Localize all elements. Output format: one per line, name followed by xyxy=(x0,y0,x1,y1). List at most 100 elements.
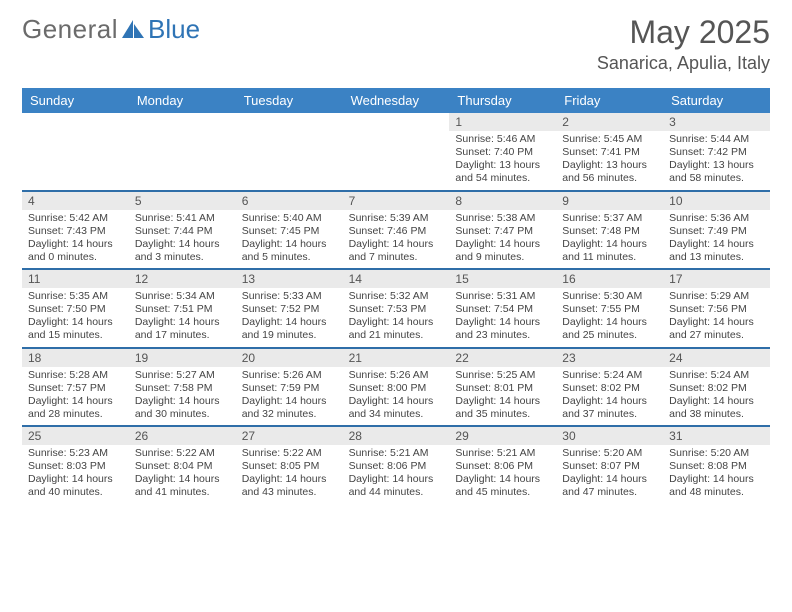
sunset-line: Sunset: 7:51 PM xyxy=(135,303,230,316)
sunset-line: Sunset: 7:54 PM xyxy=(455,303,550,316)
title-location: Sanarica, Apulia, Italy xyxy=(597,53,770,74)
day-body: Sunrise: 5:28 AMSunset: 7:57 PMDaylight:… xyxy=(22,367,129,426)
daylight-line: Daylight: 14 hours and 19 minutes. xyxy=(242,316,337,342)
sunrise-line: Sunrise: 5:31 AM xyxy=(455,290,550,303)
calendar-cell xyxy=(129,113,236,190)
dow-thu: Thursday xyxy=(449,88,556,113)
calendar-cell: 21Sunrise: 5:26 AMSunset: 8:00 PMDayligh… xyxy=(343,349,450,426)
daylight-line: Daylight: 14 hours and 5 minutes. xyxy=(242,238,337,264)
calendar-cell: 28Sunrise: 5:21 AMSunset: 8:06 PMDayligh… xyxy=(343,427,450,504)
calendar-cell: 16Sunrise: 5:30 AMSunset: 7:55 PMDayligh… xyxy=(556,270,663,347)
sunrise-line: Sunrise: 5:26 AM xyxy=(349,369,444,382)
sunrise-line: Sunrise: 5:23 AM xyxy=(28,447,123,460)
day-number: 25 xyxy=(22,427,129,445)
sunset-line: Sunset: 7:44 PM xyxy=(135,225,230,238)
calendar-week: 18Sunrise: 5:28 AMSunset: 7:57 PMDayligh… xyxy=(22,347,770,426)
sunrise-line: Sunrise: 5:27 AM xyxy=(135,369,230,382)
daylight-line: Daylight: 14 hours and 17 minutes. xyxy=(135,316,230,342)
sunrise-line: Sunrise: 5:24 AM xyxy=(669,369,764,382)
calendar-cell: 29Sunrise: 5:21 AMSunset: 8:06 PMDayligh… xyxy=(449,427,556,504)
calendar-cell: 17Sunrise: 5:29 AMSunset: 7:56 PMDayligh… xyxy=(663,270,770,347)
sunset-line: Sunset: 7:52 PM xyxy=(242,303,337,316)
day-number: 7 xyxy=(343,192,450,210)
sunset-line: Sunset: 8:04 PM xyxy=(135,460,230,473)
day-body: Sunrise: 5:25 AMSunset: 8:01 PMDaylight:… xyxy=(449,367,556,426)
day-number: 10 xyxy=(663,192,770,210)
calendar-cell: 13Sunrise: 5:33 AMSunset: 7:52 PMDayligh… xyxy=(236,270,343,347)
sunset-line: Sunset: 7:56 PM xyxy=(669,303,764,316)
day-body: Sunrise: 5:22 AMSunset: 8:04 PMDaylight:… xyxy=(129,445,236,504)
calendar-week: 11Sunrise: 5:35 AMSunset: 7:50 PMDayligh… xyxy=(22,268,770,347)
daylight-line: Daylight: 13 hours and 56 minutes. xyxy=(562,159,657,185)
sunset-line: Sunset: 8:08 PM xyxy=(669,460,764,473)
day-body: Sunrise: 5:21 AMSunset: 8:06 PMDaylight:… xyxy=(449,445,556,504)
sunrise-line: Sunrise: 5:44 AM xyxy=(669,133,764,146)
sunset-line: Sunset: 7:58 PM xyxy=(135,382,230,395)
calendar-cell: 26Sunrise: 5:22 AMSunset: 8:04 PMDayligh… xyxy=(129,427,236,504)
daylight-line: Daylight: 14 hours and 48 minutes. xyxy=(669,473,764,499)
day-body: Sunrise: 5:40 AMSunset: 7:45 PMDaylight:… xyxy=(236,210,343,269)
sunrise-line: Sunrise: 5:46 AM xyxy=(455,133,550,146)
daylight-line: Daylight: 14 hours and 3 minutes. xyxy=(135,238,230,264)
calendar-cell: 9Sunrise: 5:37 AMSunset: 7:48 PMDaylight… xyxy=(556,192,663,269)
day-number: 11 xyxy=(22,270,129,288)
sunset-line: Sunset: 8:00 PM xyxy=(349,382,444,395)
sunrise-line: Sunrise: 5:42 AM xyxy=(28,212,123,225)
day-body: Sunrise: 5:26 AMSunset: 7:59 PMDaylight:… xyxy=(236,367,343,426)
day-number: 28 xyxy=(343,427,450,445)
sunrise-line: Sunrise: 5:20 AM xyxy=(562,447,657,460)
day-number: 15 xyxy=(449,270,556,288)
calendar-cell: 24Sunrise: 5:24 AMSunset: 8:02 PMDayligh… xyxy=(663,349,770,426)
calendar-cell: 1Sunrise: 5:46 AMSunset: 7:40 PMDaylight… xyxy=(449,113,556,190)
daylight-line: Daylight: 14 hours and 30 minutes. xyxy=(135,395,230,421)
calendar-cell: 12Sunrise: 5:34 AMSunset: 7:51 PMDayligh… xyxy=(129,270,236,347)
sunrise-line: Sunrise: 5:24 AM xyxy=(562,369,657,382)
sunset-line: Sunset: 7:48 PM xyxy=(562,225,657,238)
sunrise-line: Sunrise: 5:26 AM xyxy=(242,369,337,382)
sunrise-line: Sunrise: 5:28 AM xyxy=(28,369,123,382)
day-body: Sunrise: 5:20 AMSunset: 8:08 PMDaylight:… xyxy=(663,445,770,504)
day-number: 21 xyxy=(343,349,450,367)
day-number: 4 xyxy=(22,192,129,210)
sunset-line: Sunset: 7:57 PM xyxy=(28,382,123,395)
day-number: 19 xyxy=(129,349,236,367)
dow-wed: Wednesday xyxy=(343,88,450,113)
calendar-cell: 15Sunrise: 5:31 AMSunset: 7:54 PMDayligh… xyxy=(449,270,556,347)
calendar-cell: 19Sunrise: 5:27 AMSunset: 7:58 PMDayligh… xyxy=(129,349,236,426)
day-number: 17 xyxy=(663,270,770,288)
day-body: Sunrise: 5:33 AMSunset: 7:52 PMDaylight:… xyxy=(236,288,343,347)
daylight-line: Daylight: 14 hours and 37 minutes. xyxy=(562,395,657,421)
dow-tue: Tuesday xyxy=(236,88,343,113)
calendar-cell: 20Sunrise: 5:26 AMSunset: 7:59 PMDayligh… xyxy=(236,349,343,426)
day-body: Sunrise: 5:27 AMSunset: 7:58 PMDaylight:… xyxy=(129,367,236,426)
daylight-line: Daylight: 14 hours and 43 minutes. xyxy=(242,473,337,499)
sunrise-line: Sunrise: 5:37 AM xyxy=(562,212,657,225)
day-number: 13 xyxy=(236,270,343,288)
day-body: Sunrise: 5:31 AMSunset: 7:54 PMDaylight:… xyxy=(449,288,556,347)
calendar-cell: 4Sunrise: 5:42 AMSunset: 7:43 PMDaylight… xyxy=(22,192,129,269)
day-body: Sunrise: 5:38 AMSunset: 7:47 PMDaylight:… xyxy=(449,210,556,269)
day-number: 26 xyxy=(129,427,236,445)
sunset-line: Sunset: 8:05 PM xyxy=(242,460,337,473)
calendar-cell: 7Sunrise: 5:39 AMSunset: 7:46 PMDaylight… xyxy=(343,192,450,269)
day-body: Sunrise: 5:46 AMSunset: 7:40 PMDaylight:… xyxy=(449,131,556,190)
day-body: Sunrise: 5:30 AMSunset: 7:55 PMDaylight:… xyxy=(556,288,663,347)
daylight-line: Daylight: 14 hours and 45 minutes. xyxy=(455,473,550,499)
daylight-line: Daylight: 14 hours and 32 minutes. xyxy=(242,395,337,421)
sunset-line: Sunset: 7:50 PM xyxy=(28,303,123,316)
day-body: Sunrise: 5:23 AMSunset: 8:03 PMDaylight:… xyxy=(22,445,129,504)
daylight-line: Daylight: 14 hours and 27 minutes. xyxy=(669,316,764,342)
day-number: 30 xyxy=(556,427,663,445)
day-number: 16 xyxy=(556,270,663,288)
day-body: Sunrise: 5:36 AMSunset: 7:49 PMDaylight:… xyxy=(663,210,770,269)
day-body: Sunrise: 5:29 AMSunset: 7:56 PMDaylight:… xyxy=(663,288,770,347)
sunrise-line: Sunrise: 5:25 AM xyxy=(455,369,550,382)
day-body: Sunrise: 5:24 AMSunset: 8:02 PMDaylight:… xyxy=(556,367,663,426)
sunrise-line: Sunrise: 5:32 AM xyxy=(349,290,444,303)
calendar-cell: 23Sunrise: 5:24 AMSunset: 8:02 PMDayligh… xyxy=(556,349,663,426)
daylight-line: Daylight: 13 hours and 54 minutes. xyxy=(455,159,550,185)
sunset-line: Sunset: 7:45 PM xyxy=(242,225,337,238)
calendar-cell xyxy=(22,113,129,190)
sunset-line: Sunset: 8:07 PM xyxy=(562,460,657,473)
day-number: 12 xyxy=(129,270,236,288)
